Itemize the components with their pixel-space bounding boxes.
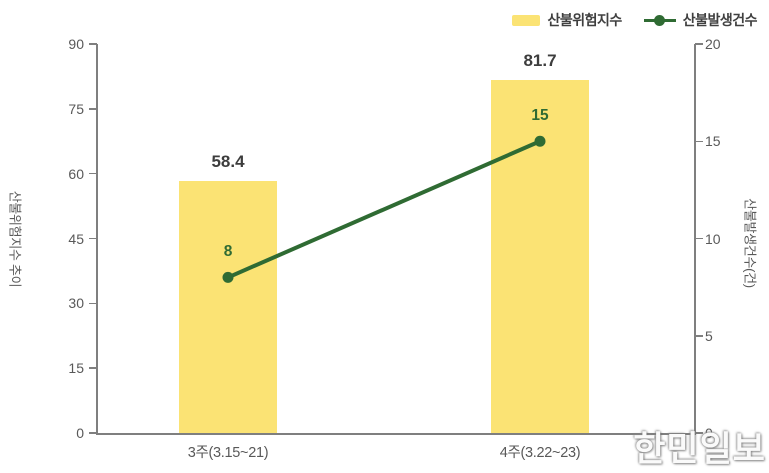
point-value-label-week4: 15 [531,107,549,125]
bar-value-label-week4: 81.7 [523,50,557,70]
line-legend-swatch-icon [643,14,676,26]
bar-legend-swatch-icon [512,14,541,26]
left-axis-title: 산불위험지수 추이 [7,190,23,288]
legend-item-fire-count: 산불발생건수 [643,10,758,30]
left-axis-tick-mark [89,432,97,434]
x-category-label-week3: 3주(3.15~21) [187,445,269,461]
bar-value-label-week3: 58.4 [211,151,245,171]
left-axis-tick-label: 90 [68,36,84,52]
left-axis-tick-label: 30 [68,295,84,312]
right-axis-tick-mark [695,140,703,142]
legend-line-dot [653,14,665,26]
left-axis-tick-mark [89,43,97,45]
legend-item-risk-index: 산불위험지수 [512,10,622,30]
left-axis-tick-mark [89,237,97,240]
bar-risk-week4 [491,79,589,433]
left-axis-tick-label: 0 [76,425,84,441]
right-axis-tick-label: 20 [705,36,721,52]
right-axis-tick-mark [695,335,703,337]
right-axis-tick-mark [695,237,703,240]
right-axis-tick-mark [695,43,703,45]
right-axis-tick-label: 5 [705,327,713,344]
legend-label-risk-index: 산불위험지수 [547,12,622,28]
legend: 산불위험지수 산불발생건수 [512,10,758,30]
bar-risk-week3 [179,180,277,433]
left-axis-tick-label: 45 [68,230,84,247]
left-axis-tick-label: 60 [68,165,84,182]
left-axis-tick-mark [89,367,97,369]
right-axis-tick-mark [695,432,703,434]
right-axis-tick-label: 15 [705,133,721,150]
right-axis-title: 산불발생건수(건) [742,198,758,288]
right-axis-tick-label: 0 [705,425,713,441]
left-axis-tick-mark [89,302,97,305]
left-axis-tick-label: 75 [68,100,84,117]
hanmin-ilbo-watermark: 한민일보 [633,430,766,469]
left-axis-line [96,44,98,434]
bottom-axis-line [96,432,696,435]
right-axis-tick-label: 10 [705,230,721,247]
left-axis-tick-label: 15 [68,360,84,377]
legend-label-fire-count: 산불발생건수 [682,12,758,28]
left-axis-tick-mark [89,172,97,175]
x-category-label-week4: 4주(3.22~23) [499,445,581,461]
left-axis-tick-mark [89,108,97,110]
point-value-label-week3: 8 [223,243,233,261]
